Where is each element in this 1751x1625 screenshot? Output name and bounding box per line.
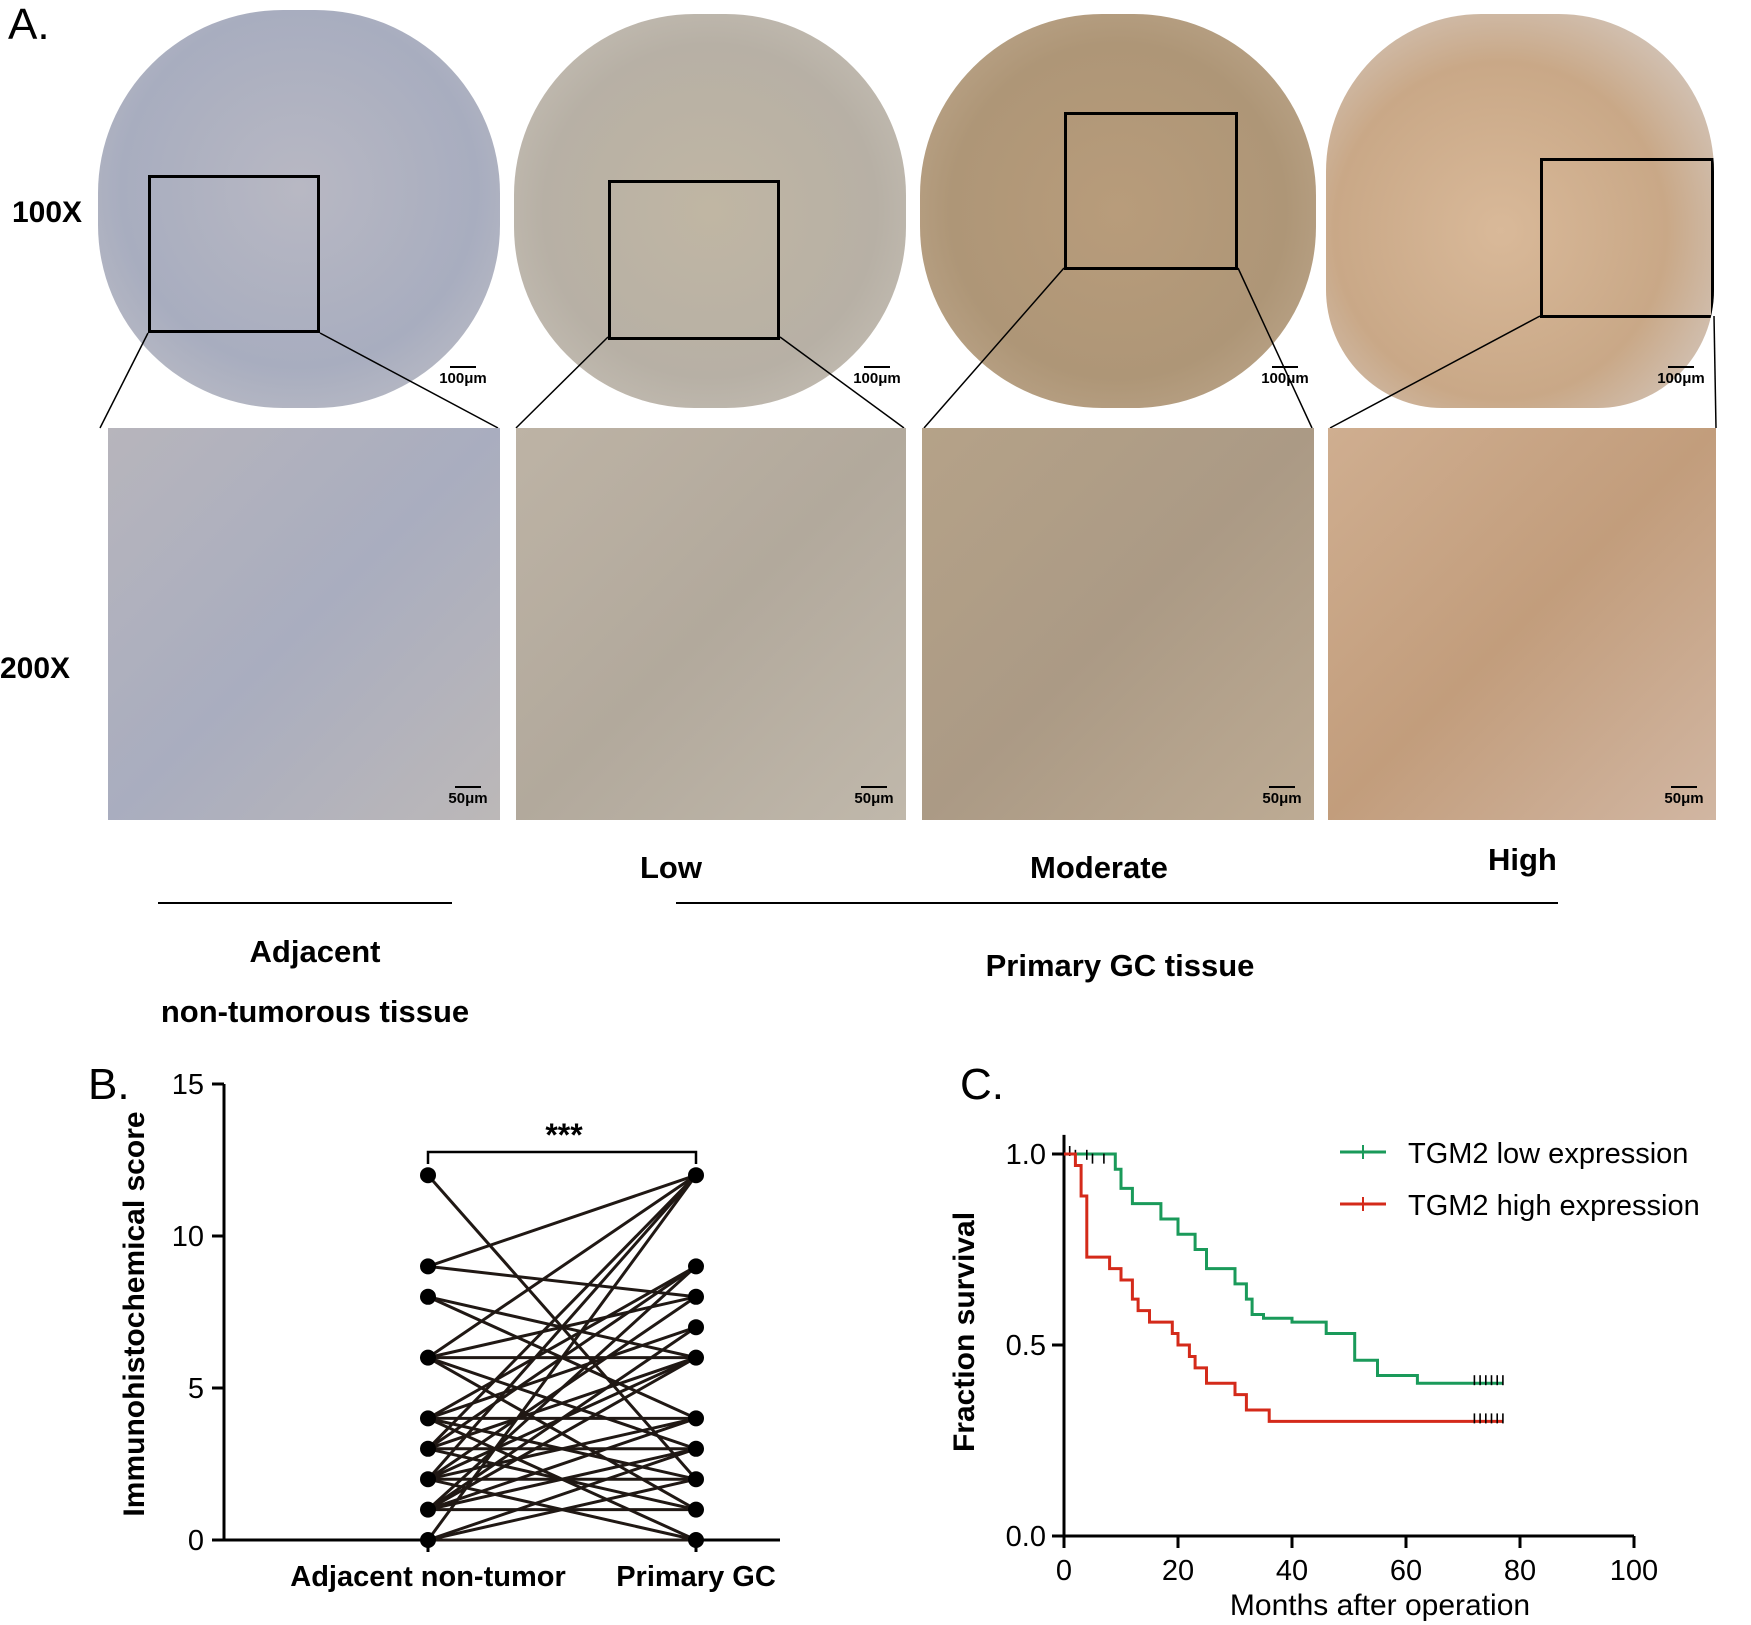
data-point [420,1532,436,1548]
zoom-region-box [148,175,320,333]
pair-line [427,1173,697,1359]
scale-bar-100um: 100μm [428,366,498,387]
significance-label: *** [545,1117,583,1153]
x-tick-label: 100 [1610,1555,1658,1587]
legend-label-high: TGM2 high expression [1408,1190,1700,1222]
pair-line [427,1417,697,1542]
pair-line [427,1447,697,1542]
data-point [688,1319,704,1336]
scale-bar-50um: 50μm [438,786,498,807]
micrograph-adjacent-100x [98,10,500,408]
significance-bracket [426,1150,698,1164]
panel-c-letter: C. [960,1060,1004,1109]
y-axis-label: Fraction survival [950,1212,981,1452]
zoom-connectors [99,267,1717,429]
panel-b-letter: B. [88,1060,130,1109]
pair-line [427,1295,697,1420]
x-tick-label: 60 [1390,1555,1422,1587]
y-tick-label: 10 [172,1221,204,1253]
paired-score-chart: 0 5 10 15 Immunohistochemical score Adjacen… [120,1069,780,1593]
pair-line [427,1356,697,1451]
data-point [688,1440,704,1457]
zoom-region-box [1064,112,1238,270]
micrograph-high-200x: 50μm [1328,428,1716,820]
data-point [420,1471,436,1488]
x-tick-label: 0 [1056,1555,1072,1587]
survival-curve-low [1064,1152,1503,1385]
pair-line [426,1265,698,1511]
pair-line [427,1477,697,1542]
survival-curve-high [1064,1152,1503,1423]
y-tick-label: 15 [172,1069,204,1101]
data-point [420,1349,436,1366]
scale-bar-100um: 100μm [1646,366,1716,387]
micrograph-moderate-200x: 50μm [922,428,1314,820]
x-tick-label-adjacent: Adjacent non-tumor [290,1561,566,1593]
row-label-100x: 100X [12,196,83,229]
data-point [688,1471,704,1488]
pair-line [427,1173,697,1268]
row-label-200x: 200X [0,652,71,685]
data-point [688,1167,704,1184]
group-label-low: Low [640,850,702,885]
group-label-moderate: Moderate [1030,850,1168,885]
pair-line [426,1174,698,1481]
x-tick-label: 40 [1276,1555,1308,1587]
micrograph-adjacent-200x: 50μm [108,428,500,820]
legend: TGM2 low expression TGM2 high expression [1340,1138,1700,1222]
data-point [420,1410,436,1427]
x-tick-label-primary: Primary GC [616,1561,776,1593]
zoom-region-box [608,180,780,340]
pair-line [427,1356,697,1511]
micrograph-high-100x [1326,14,1714,408]
adjacent-group-line [158,902,452,904]
data-point [420,1501,436,1518]
y-tick-label: 0.0 [1006,1521,1046,1553]
scale-bar-50um: 50μm [1252,786,1312,807]
primary-group-line [676,902,1558,904]
data-point [688,1349,704,1366]
data-point [688,1288,704,1305]
y-tick-label: 0 [188,1525,204,1557]
data-point [688,1501,704,1518]
x-tick-label: 80 [1504,1555,1536,1587]
micrograph-moderate-100x [920,14,1316,408]
survival-chart: 0.00.51.00 20 40 60 80 100 Fraction survival … [950,1134,1700,1622]
panel-a-letter: A. [8,0,50,49]
scale-bar-50um: 50μm [844,786,904,807]
data-point [420,1440,436,1457]
data-point [420,1288,436,1305]
group-label-high: High [1488,842,1557,877]
data-point [688,1532,704,1548]
micrograph-low-200x: 50μm [516,428,906,820]
pair-line [427,1265,697,1420]
data-point [420,1167,436,1184]
x-tick-label: 20 [1162,1555,1194,1587]
data-point [420,1258,436,1275]
pair-line [426,1174,698,1450]
data-point [688,1258,704,1275]
scale-bar-100um: 100μm [1250,366,1320,387]
y-axis-label: Immunohistochemical score [120,1111,151,1516]
zoom-region-box [1540,158,1714,318]
scale-bar-100um: 100μm [842,366,912,387]
pair-line [427,1416,697,1512]
adjacent-tissue-label: Adjacent non-tumorous tissue [160,934,470,1029]
micrograph-low-100x [514,14,906,408]
scale-bar-50um: 50μm [1654,786,1714,807]
y-tick-label: 0.5 [1006,1330,1046,1362]
y-tick-label: 5 [188,1373,204,1405]
primary-tissue-label: Primary GC tissue [985,948,1255,983]
legend-label-low: TGM2 low expression [1408,1138,1688,1170]
y-tick-label: 1.0 [1006,1139,1046,1171]
data-point [688,1410,704,1427]
x-axis-label: Months after operation [1230,1589,1530,1622]
